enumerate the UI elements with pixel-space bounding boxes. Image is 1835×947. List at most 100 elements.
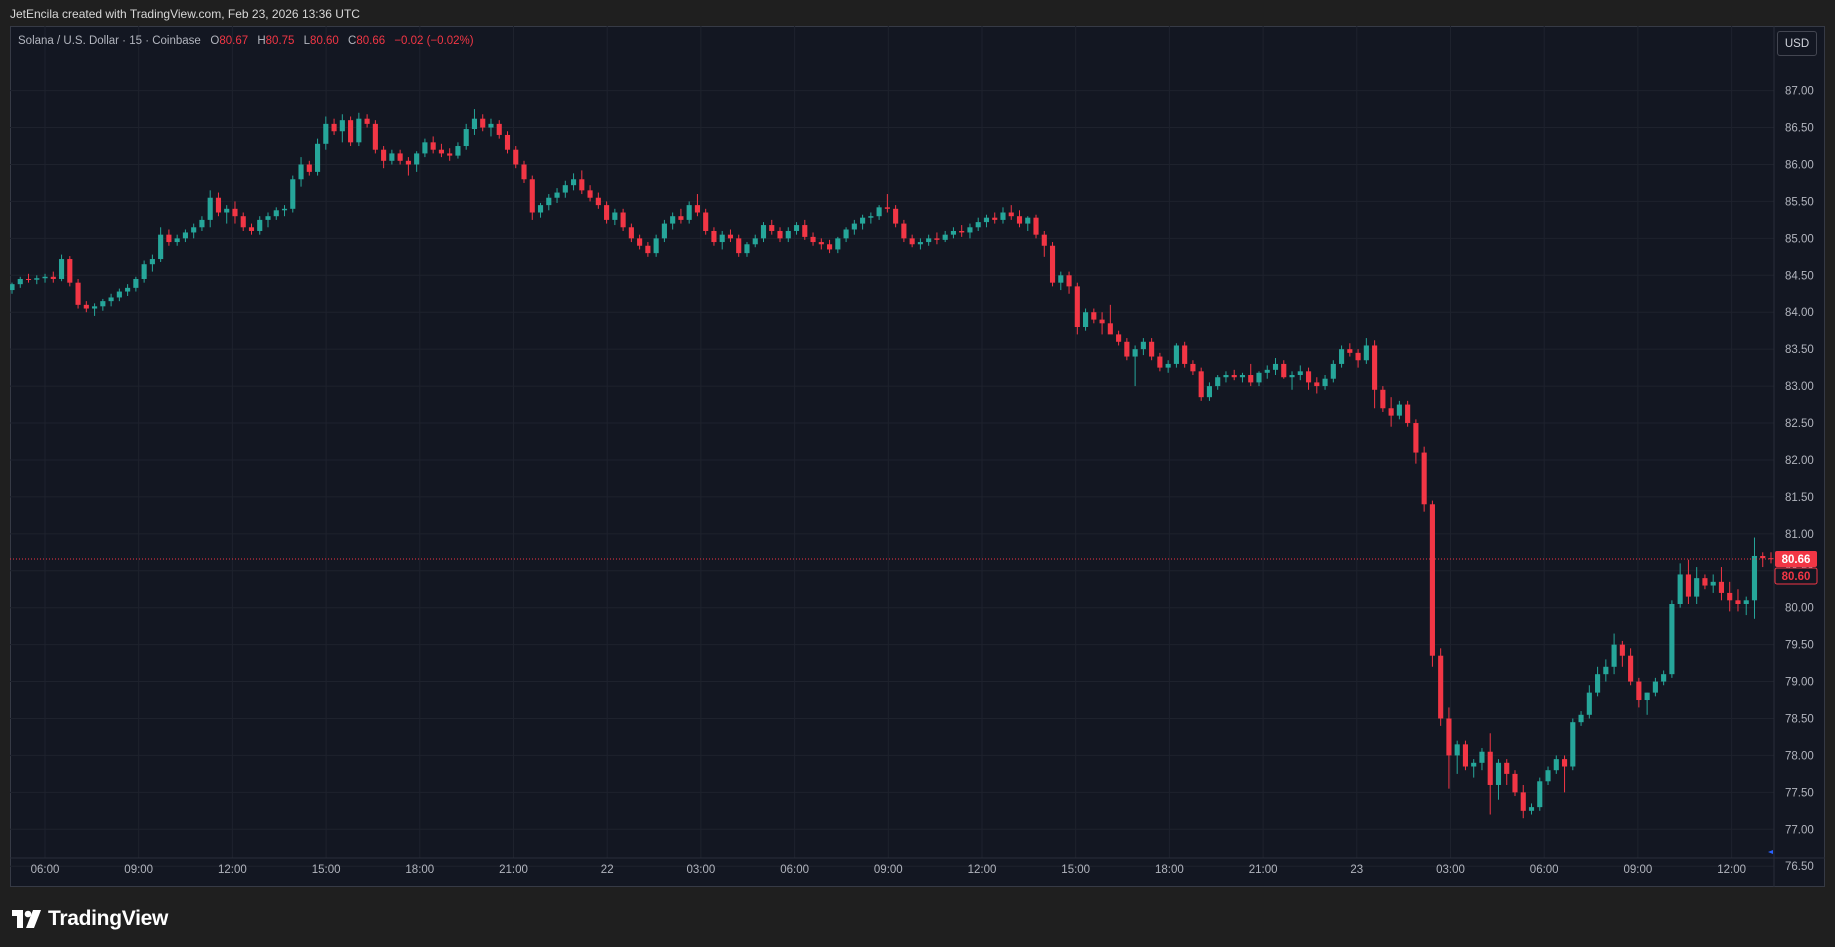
candle-body bbox=[1471, 762, 1477, 767]
y-tick-label: 83.50 bbox=[1785, 344, 1814, 356]
candle bbox=[612, 208, 618, 226]
candle bbox=[447, 148, 453, 161]
candle-body bbox=[1305, 371, 1312, 383]
candle bbox=[1561, 755, 1568, 793]
candlestick-chart[interactable]: 87.00 86.50 86.00 85.50 85.00 84.50 84.00 83.50… bbox=[10, 26, 1825, 887]
candle-body bbox=[934, 238, 940, 240]
candle-body bbox=[521, 164, 527, 180]
tradingview-brand[interactable]: TradingView bbox=[12, 905, 168, 933]
candle-body bbox=[488, 123, 494, 128]
candle-body bbox=[818, 242, 824, 245]
y-tick-label: 82.00 bbox=[1785, 455, 1814, 467]
candle-body bbox=[1718, 581, 1725, 593]
candle-body bbox=[83, 304, 89, 309]
candle bbox=[1107, 304, 1113, 335]
chart-frame[interactable] bbox=[10, 26, 1825, 887]
x-tick-label: 23 bbox=[1350, 864, 1363, 876]
y-tick-label: 79.50 bbox=[1785, 640, 1814, 652]
x-tick-label: 03:00 bbox=[687, 864, 716, 876]
candle bbox=[1760, 552, 1766, 568]
y-tick-label: 82.50 bbox=[1785, 418, 1814, 430]
x-tick-label: 12:00 bbox=[968, 864, 997, 876]
candle-body bbox=[876, 207, 882, 217]
candle-body bbox=[810, 236, 816, 243]
candle-body bbox=[595, 197, 601, 206]
legend-symbol[interactable]: Solana / U.S. Dollar · 15 · Coinbase bbox=[18, 35, 201, 47]
candle-body bbox=[92, 306, 98, 309]
candle-body bbox=[42, 276, 48, 279]
candle-body bbox=[1487, 751, 1493, 785]
candle-body bbox=[1314, 382, 1320, 387]
candle-body bbox=[1198, 371, 1204, 398]
candle bbox=[595, 192, 601, 209]
candle bbox=[727, 229, 734, 243]
candle bbox=[1528, 803, 1535, 815]
candle-body bbox=[240, 216, 246, 228]
candle-body bbox=[570, 179, 577, 186]
candle bbox=[1149, 338, 1155, 361]
candle-body bbox=[1380, 389, 1386, 409]
x-tick-label: 15:00 bbox=[1061, 864, 1090, 876]
x-tick-label: 06:00 bbox=[780, 864, 809, 876]
candle bbox=[1537, 777, 1543, 811]
candle bbox=[298, 157, 304, 187]
x-tick-label: 03:00 bbox=[1436, 864, 1465, 876]
candle bbox=[133, 276, 139, 292]
candle bbox=[141, 260, 147, 283]
candle-body bbox=[628, 227, 634, 239]
candle bbox=[736, 234, 742, 257]
secondary-price-label: 80.60 bbox=[1782, 571, 1811, 583]
candle-body bbox=[504, 134, 511, 150]
candle bbox=[983, 214, 990, 228]
candle bbox=[1553, 755, 1559, 774]
candle bbox=[1446, 707, 1452, 789]
candle bbox=[471, 109, 478, 135]
candle-body bbox=[1669, 604, 1675, 675]
candle bbox=[1462, 740, 1469, 771]
candle-body bbox=[1124, 341, 1130, 357]
candle bbox=[224, 205, 230, 224]
candle bbox=[1206, 382, 1213, 401]
candle-body bbox=[1652, 681, 1658, 693]
candle-body bbox=[1149, 341, 1155, 357]
currency-button[interactable]: USD bbox=[1777, 31, 1817, 56]
candle-body bbox=[694, 205, 700, 213]
y-tick-label: 85.50 bbox=[1785, 196, 1814, 208]
candle bbox=[248, 223, 255, 235]
candle-body bbox=[1322, 378, 1328, 387]
candle bbox=[1165, 360, 1171, 373]
candle bbox=[364, 114, 370, 128]
candle bbox=[215, 192, 222, 217]
candle bbox=[191, 223, 197, 239]
candle bbox=[199, 216, 205, 231]
candle bbox=[174, 234, 180, 246]
candle bbox=[1388, 397, 1394, 427]
candle-body bbox=[158, 234, 164, 260]
candle-body bbox=[1231, 375, 1237, 378]
candle-body bbox=[1297, 371, 1303, 376]
candle-body bbox=[414, 153, 420, 165]
candle bbox=[678, 208, 684, 224]
candle-body bbox=[1595, 674, 1601, 693]
candle-body bbox=[1702, 578, 1708, 586]
candle bbox=[397, 149, 403, 165]
candle bbox=[1239, 372, 1246, 383]
candle bbox=[537, 202, 544, 218]
candle bbox=[785, 227, 791, 243]
candle-body bbox=[116, 291, 122, 298]
candle bbox=[1727, 581, 1733, 612]
candle-body bbox=[835, 238, 841, 250]
candle-body bbox=[1355, 352, 1361, 361]
candle-body bbox=[364, 118, 370, 124]
candle-body bbox=[901, 223, 907, 239]
candle bbox=[265, 212, 271, 228]
y-tick-label: 77.00 bbox=[1785, 824, 1814, 836]
candle bbox=[529, 175, 535, 220]
candle-body bbox=[967, 227, 973, 233]
candle bbox=[1735, 589, 1741, 612]
candle-body bbox=[397, 153, 403, 161]
candle-body bbox=[1495, 762, 1502, 785]
y-tick-label: 81.50 bbox=[1785, 492, 1814, 504]
candle bbox=[1611, 633, 1617, 675]
candle-body bbox=[1545, 770, 1551, 782]
